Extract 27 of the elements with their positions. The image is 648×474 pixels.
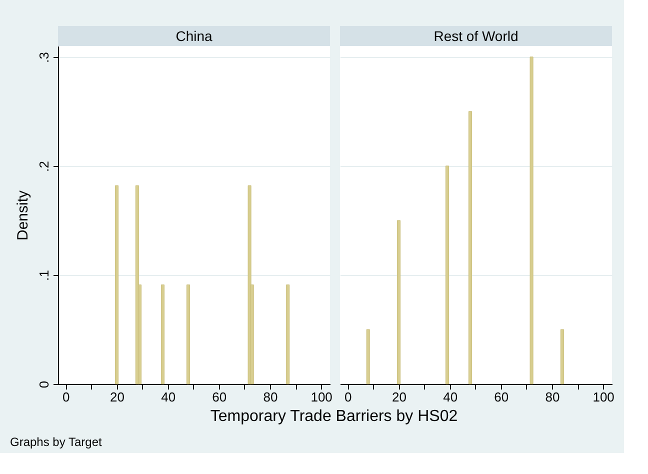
bar [396, 220, 400, 384]
bar [530, 56, 534, 384]
bar [366, 329, 370, 384]
x-tick-label: 20 [110, 390, 124, 404]
bar [468, 111, 472, 384]
bar [446, 166, 450, 384]
chart-title: China [176, 28, 212, 44]
x-axis-title: Temporary Trade Barriers by HS02 [210, 408, 458, 425]
y-tick-label: 0 [36, 380, 52, 388]
y-tick-label: .2 [36, 161, 52, 172]
x-tick-label: 80 [545, 390, 560, 404]
text: Graphs by Target [10, 435, 102, 449]
y-tick-label: .3 [36, 52, 52, 63]
x-tick-label: 60 [212, 390, 227, 404]
bar [560, 329, 564, 384]
x-tick-label: 60 [494, 390, 509, 404]
x-tick-label: 20 [392, 390, 406, 404]
chart-title: Rest of World [434, 28, 518, 44]
x-tick-label: 100 [592, 390, 614, 404]
x-tick-label: 80 [263, 390, 278, 404]
x-tick-label: 100 [310, 390, 332, 404]
y-axis-title: Density [14, 190, 32, 241]
y-tick-label: .1 [36, 270, 52, 281]
x-tick-label: 0 [62, 390, 70, 404]
x-tick-label: 40 [161, 390, 176, 404]
x-tick-label: 40 [443, 390, 458, 404]
x-tick-label: 0 [344, 390, 352, 404]
